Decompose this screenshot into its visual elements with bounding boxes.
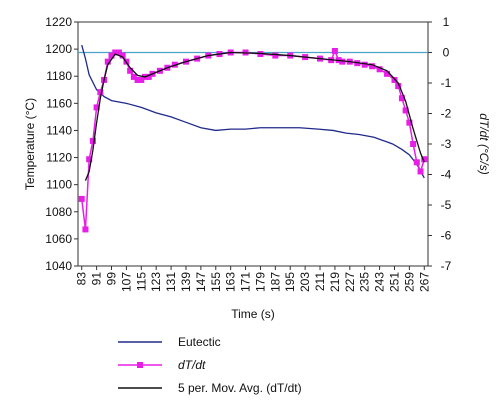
legend-label: 5 per. Mov. Avg. (dT/dt)	[178, 381, 302, 395]
x-tick-label: 123	[149, 272, 163, 292]
marker	[402, 107, 409, 114]
x-tick-label: 267	[417, 272, 431, 292]
marker	[119, 52, 126, 59]
x-tick-label: 219	[328, 272, 342, 292]
y-tick-label: 1180	[46, 69, 72, 83]
x-tick-label: 99	[105, 272, 119, 286]
x-tick-label: 243	[373, 272, 387, 292]
x-tick-label: 139	[179, 272, 193, 292]
marker	[406, 119, 413, 126]
y2-tick-label: 1	[443, 15, 450, 29]
y2-tick-label: -3	[441, 137, 452, 151]
y-tick-label: 1100	[46, 178, 72, 192]
marker	[413, 159, 420, 166]
marker	[272, 52, 279, 59]
x-tick-label: 179	[253, 272, 267, 292]
y-tick-label: 1200	[45, 42, 72, 56]
marker	[108, 52, 115, 59]
marker	[384, 70, 391, 77]
y2-tick-label: -4	[441, 168, 452, 182]
series-line	[81, 44, 425, 179]
x-axis-title: Time (s)	[231, 307, 275, 321]
x-tick-label: 115	[134, 272, 148, 291]
x-tick-label: 235	[358, 272, 372, 292]
series-line	[84, 51, 425, 181]
marker	[339, 58, 346, 65]
legend-label: dT/dt	[178, 358, 206, 372]
y2-axis-title: dT/dt (°C/s)	[477, 113, 491, 174]
x-tick-label: 203	[298, 272, 312, 292]
marker	[138, 76, 145, 83]
legend-label: Eutectic	[178, 335, 221, 349]
x-tick-label: 259	[402, 272, 416, 292]
y-axis-title: Temperature (°C)	[23, 98, 37, 190]
y2-tick-label: -5	[441, 198, 452, 212]
marker	[331, 47, 338, 54]
y2-tick-label: -1	[441, 76, 452, 90]
x-tick-label: 155	[209, 272, 223, 292]
y2-tick-label: 0	[443, 46, 450, 60]
x-tick-label: 171	[239, 272, 253, 292]
marker	[89, 137, 96, 144]
x-tick-label: 107	[119, 272, 133, 292]
marker	[391, 76, 398, 83]
marker	[361, 61, 368, 68]
marker	[134, 76, 141, 83]
x-tick-label: 195	[283, 272, 297, 292]
x-tick-label: 227	[343, 272, 357, 292]
marker	[104, 58, 111, 65]
y-tick-label: 1080	[45, 205, 72, 219]
y-tick-label: 1040	[45, 259, 72, 273]
y-tick-label: 1060	[45, 232, 72, 246]
x-tick-label: 211	[313, 272, 327, 291]
marker	[145, 73, 152, 80]
marker	[86, 156, 93, 163]
marker	[395, 83, 402, 90]
legend-marker	[137, 362, 143, 368]
x-tick-label: 187	[268, 272, 282, 292]
y2-tick-label: -6	[441, 229, 452, 243]
y-tick-label: 1140	[46, 123, 72, 137]
marker	[112, 49, 119, 56]
marker	[369, 63, 376, 70]
x-tick-label: 163	[224, 272, 238, 292]
marker	[115, 49, 122, 56]
y2-tick-label: -2	[441, 107, 452, 121]
marker	[376, 66, 383, 73]
marker	[82, 226, 89, 233]
y2-tick-label: -7	[441, 259, 452, 273]
marker	[130, 73, 137, 80]
marker	[78, 195, 85, 202]
x-tick-label: 251	[387, 272, 401, 292]
marker	[417, 168, 424, 175]
marker	[93, 104, 100, 111]
x-tick-label: 147	[194, 272, 208, 292]
marker	[410, 141, 417, 147]
x-tick-label: 131	[164, 272, 178, 292]
x-tick-label: 83	[75, 272, 89, 286]
marker	[421, 156, 428, 163]
marker	[97, 89, 104, 96]
marker	[398, 95, 405, 102]
y-tick-label: 1120	[46, 151, 72, 165]
marker	[127, 67, 134, 74]
y-tick-label: 1220	[45, 15, 72, 29]
plot-frame	[77, 21, 429, 267]
x-tick-label: 91	[90, 272, 104, 286]
y-tick-label: 1160	[46, 96, 72, 110]
